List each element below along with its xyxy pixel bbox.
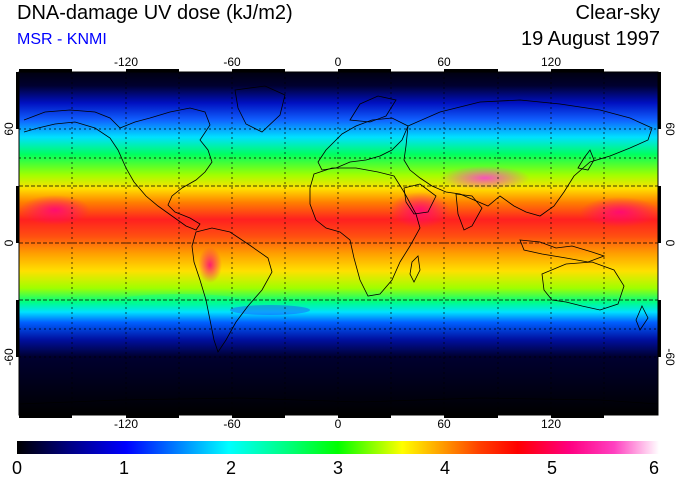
lon-tick-top: 60 (437, 55, 451, 69)
lon-tick-top: -120 (114, 55, 138, 69)
lon-tick-bottom: -120 (114, 417, 138, 431)
colorbar-label: 6 (649, 458, 659, 478)
lat-tick-right: 0 (663, 240, 677, 247)
lon-tick-bottom: -60 (223, 417, 241, 431)
lon-tick-bottom: 120 (541, 417, 561, 431)
lon-tick-bottom: 60 (437, 417, 451, 431)
colorbar (17, 441, 659, 454)
lat-tick-right: 60 (663, 122, 677, 136)
lat-tick-right: -60 (663, 348, 677, 366)
colorbar-label: 2 (226, 458, 236, 478)
lon-tick-top: 120 (541, 55, 561, 69)
lat-tick-left: 0 (2, 239, 16, 246)
colorbar-label: 3 (333, 458, 343, 478)
map-frame (16, 69, 661, 418)
colorbar-label: 0 (12, 458, 22, 478)
map-title: DNA-damage UV dose (kJ/m2) (17, 2, 293, 24)
lon-tick-top: 0 (335, 55, 342, 69)
sky-condition: Clear-sky (575, 2, 660, 24)
colorbar-label: 1 (119, 458, 129, 478)
map-date: 19 August 1997 (520, 28, 660, 50)
colorbar-label: 4 (440, 458, 450, 478)
lat-tick-left: -60 (2, 348, 16, 366)
map-source: MSR - KNMI (17, 31, 107, 48)
graticule (19, 72, 658, 415)
lon-tick-bottom: 0 (335, 417, 342, 431)
lon-tick-top: -60 (223, 55, 241, 69)
lat-tick-left: 60 (2, 122, 16, 136)
colorbar-label: 5 (547, 458, 557, 478)
